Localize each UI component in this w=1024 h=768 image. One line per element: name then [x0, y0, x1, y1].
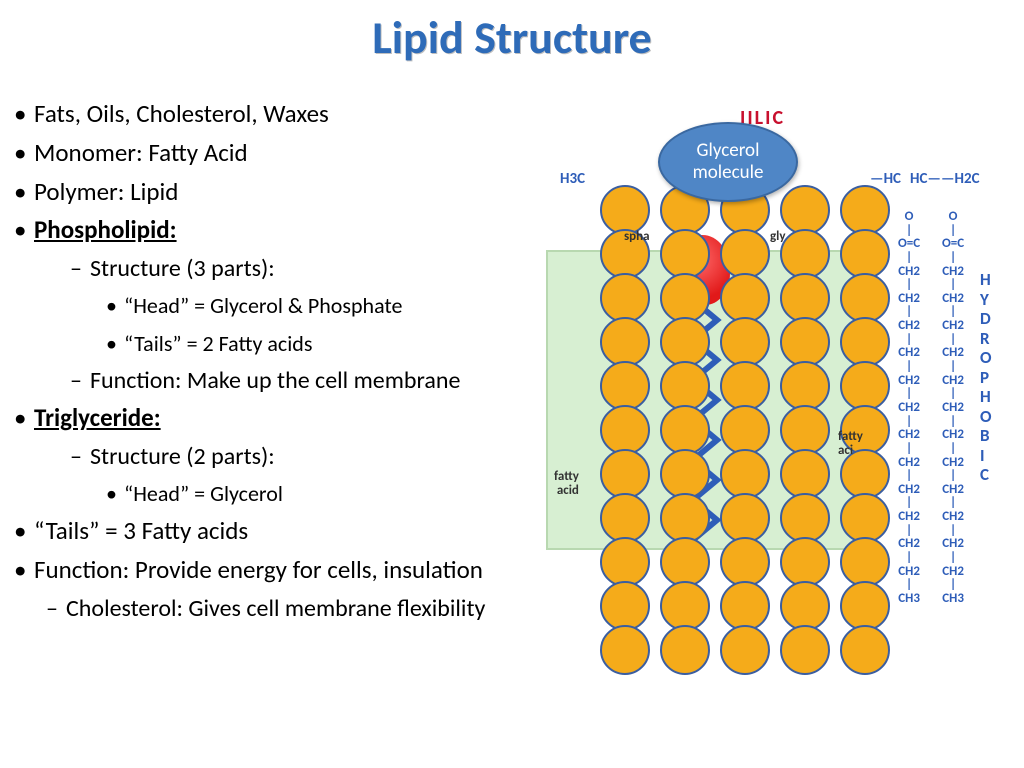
lipid-circle-icon [780, 581, 830, 631]
lipid-diagram: IILIC —HC HC——H2C H3C O|O=C|CH2|CH2|CH2|… [540, 100, 1010, 660]
bullet-item: Fats, Oils, Cholesterol, Waxes [10, 95, 550, 134]
fatty-acid-left-label: fattyacid [554, 470, 579, 497]
fatty-acid-chain [780, 185, 830, 669]
hydrophobic-label: HYDROPHOBIC [980, 270, 993, 485]
lipid-circle-icon [780, 449, 830, 499]
gly-label: gly [770, 230, 786, 244]
glycerol-callout: Glycerol molecule [658, 122, 798, 202]
lipid-circle-icon [840, 273, 890, 323]
chem-column: O|O=C|CH2|CH2|CH2|CH2|CH2|CH2|CH2|CH2|CH… [898, 210, 920, 606]
lipid-circle-icon [840, 581, 890, 631]
bullet-item: Phospholipid: Structure (3 parts): “Head… [10, 211, 550, 399]
bullet-item: Triglyceride: Structure (2 parts): “Head… [10, 399, 550, 512]
lipid-circle-icon [720, 625, 770, 675]
lipid-circle-icon [660, 625, 710, 675]
bullet-subsubitem: “Tails” = 2 Fatty acids [104, 325, 550, 362]
lipid-circle-icon [660, 405, 710, 455]
lipid-circle-icon [600, 185, 650, 235]
lipid-circle-icon [660, 537, 710, 587]
bullet-subitem: Function: Make up the cell membrane [68, 362, 550, 399]
lipid-circle-icon [660, 493, 710, 543]
lipid-circle-icon [720, 317, 770, 367]
bullet-content: Fats, Oils, Cholesterol, Waxes Monomer: … [10, 95, 550, 627]
lipid-circle-icon [660, 229, 710, 279]
lipid-circle-icon [780, 317, 830, 367]
bullet-item: Monomer: Fatty Acid [10, 134, 550, 173]
bullet-subitem: Structure (2 parts): [68, 438, 550, 475]
fatty-acid-chain [600, 185, 650, 669]
fatty-acid-chain [840, 185, 890, 669]
lipid-circle-icon [840, 361, 890, 411]
bullet-item: Function: Provide energy for cells, insu… [10, 551, 550, 590]
fatty-acid-chain [660, 185, 710, 669]
lipid-circle-icon [780, 229, 830, 279]
bullet-subsubitem: “Head” = Glycerol & Phosphate [104, 287, 550, 324]
fatty-acid-right-label: fattyaci [838, 430, 863, 457]
lipid-circle-icon [720, 449, 770, 499]
bullet-item: Polymer: Lipid [10, 173, 550, 212]
chem-top-label: HC——H2C [910, 170, 980, 188]
lipid-circle-icon [600, 449, 650, 499]
lipid-circle-icon [600, 273, 650, 323]
lipid-circle-icon [780, 185, 830, 235]
lipid-circle-icon [600, 581, 650, 631]
lipid-circle-icon [600, 405, 650, 455]
lipid-circle-icon [600, 361, 650, 411]
lipid-circle-icon [840, 537, 890, 587]
lipid-circle-icon [660, 317, 710, 367]
lipid-circle-icon [780, 361, 830, 411]
lipid-circle-icon [780, 273, 830, 323]
bullet-subitem: Cholesterol: Gives cell membrane flexibi… [44, 590, 550, 627]
chem-column: O|O=C|CH2|CH2|CH2|CH2|CH2|CH2|CH2|CH2|CH… [942, 210, 964, 606]
spha-label: spha [624, 230, 650, 244]
lipid-circle-icon [720, 537, 770, 587]
lipid-circle-icon [720, 405, 770, 455]
lipid-circle-icon [660, 581, 710, 631]
lipid-circle-icon [720, 581, 770, 631]
chem-top-label: H3C [560, 170, 585, 188]
lipid-circle-icon [600, 537, 650, 587]
lipid-circle-icon [780, 625, 830, 675]
lipid-circle-icon [720, 273, 770, 323]
lipid-circle-icon [840, 493, 890, 543]
lipid-circle-icon [600, 493, 650, 543]
slide-title: Lipid Structure [0, 0, 1024, 66]
lipid-circle-icon [840, 625, 890, 675]
lipid-circle-icon [720, 493, 770, 543]
lipid-circle-icon [600, 317, 650, 367]
lipid-circle-icon [660, 449, 710, 499]
lipid-circle-icon [780, 405, 830, 455]
lipid-circle-icon [720, 229, 770, 279]
lipid-circle-icon [780, 493, 830, 543]
lipid-circle-icon [840, 185, 890, 235]
bullet-item: “Tails” = 3 Fatty acids [10, 512, 550, 551]
bullet-subitem: Structure (3 parts): [68, 250, 550, 287]
lipid-circle-icon [780, 537, 830, 587]
lipid-circle-icon [840, 229, 890, 279]
lipid-circle-icon [660, 273, 710, 323]
lipid-circle-icon [600, 625, 650, 675]
lipid-circle-icon [660, 361, 710, 411]
lipid-circle-icon [840, 317, 890, 367]
lipid-circle-icon [720, 361, 770, 411]
bullet-subsubitem: “Head” = Glycerol [104, 475, 550, 512]
fatty-acid-chain [720, 185, 770, 669]
